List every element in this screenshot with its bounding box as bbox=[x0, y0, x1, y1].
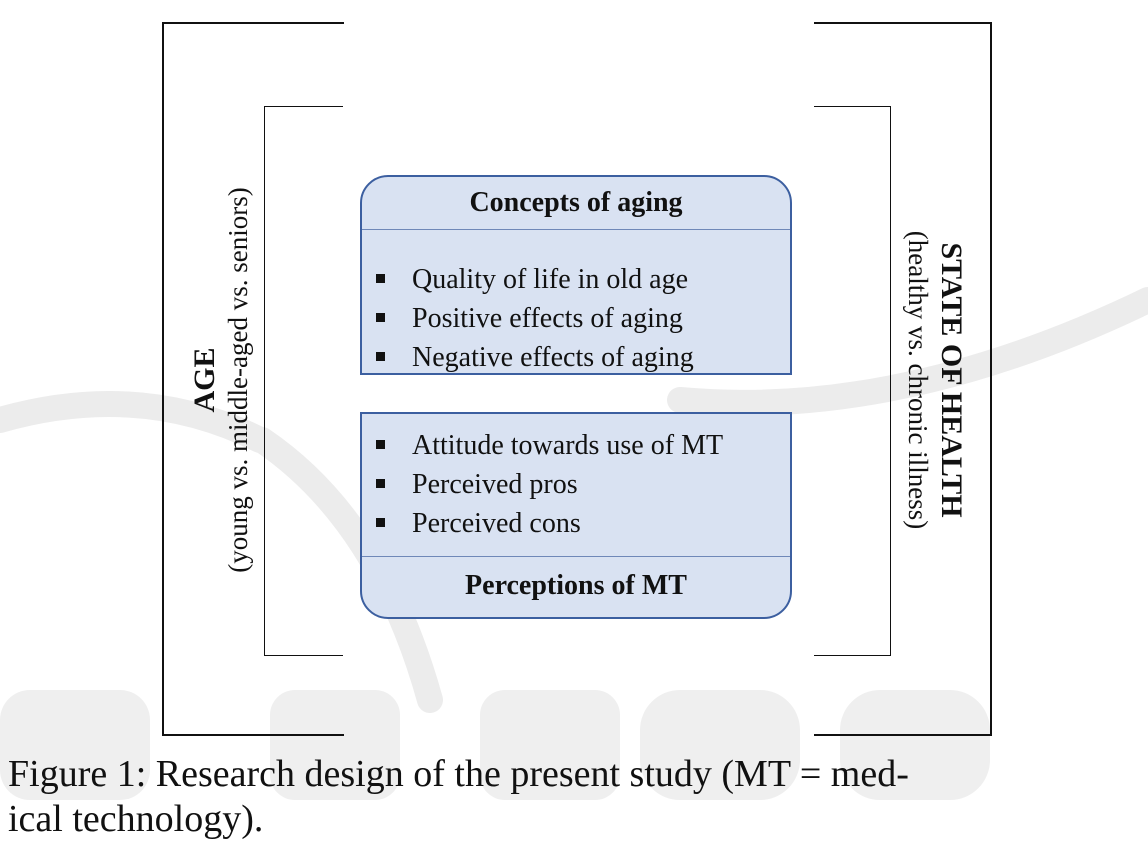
perceptions-item-list: Attitude towards use of MT Perceived pro… bbox=[362, 414, 790, 543]
perceptions-box-title: Perceptions of MT bbox=[362, 556, 790, 617]
list-item-text: Quality of life in old age bbox=[412, 264, 689, 295]
concepts-item-list: Quality of life in old age Positive effe… bbox=[362, 230, 790, 377]
health-title: STATE OF HEALTH bbox=[935, 242, 968, 518]
list-item-text: Attitude towards use of MT bbox=[412, 430, 724, 461]
outer-frame-right-bracket bbox=[814, 22, 992, 736]
square-bullet-icon bbox=[376, 313, 385, 323]
list-item: Perceived pros bbox=[376, 465, 790, 504]
list-item: Positive effects of aging bbox=[376, 299, 790, 338]
outer-frame-left-bracket bbox=[162, 22, 344, 736]
perceptions-of-mt-box: Attitude towards use of MT Perceived pro… bbox=[360, 412, 792, 619]
health-factor-label: STATE OF HEALTH (healthy vs. chronic ill… bbox=[902, 106, 968, 654]
health-subtitle: (healthy vs. chronic illness) bbox=[903, 230, 933, 530]
square-bullet-icon bbox=[376, 479, 385, 489]
inner-frame-left-bracket bbox=[264, 106, 343, 656]
list-item-text: Perceived pros bbox=[412, 469, 578, 500]
inner-frame-right-bracket bbox=[814, 106, 891, 656]
list-item-text: Perceived cons bbox=[412, 508, 581, 539]
list-item: Attitude towards use of MT bbox=[376, 426, 790, 465]
list-item: Negative effects of aging bbox=[376, 338, 790, 377]
list-item: Quality of life in old age bbox=[376, 260, 790, 299]
age-factor-label: AGE (young vs. middle-aged vs. seniors) bbox=[188, 106, 254, 654]
list-item: Perceived cons bbox=[376, 504, 790, 543]
square-bullet-icon bbox=[376, 274, 385, 284]
list-item-text: Positive effects of aging bbox=[412, 303, 683, 334]
caption-line-1: Figure 1: Research design of the present… bbox=[8, 753, 909, 795]
square-bullet-icon bbox=[376, 440, 385, 450]
caption-line-2: ical technology). bbox=[8, 798, 264, 840]
figure-caption: Figure 1: Research design of the present… bbox=[8, 752, 1144, 842]
concepts-box-title: Concepts of aging bbox=[362, 177, 790, 230]
concepts-of-aging-box: Concepts of aging Quality of life in old… bbox=[360, 175, 792, 375]
list-item-text: Negative effects of aging bbox=[412, 342, 694, 373]
age-title: AGE bbox=[188, 347, 221, 413]
square-bullet-icon bbox=[376, 352, 385, 362]
square-bullet-icon bbox=[376, 518, 385, 528]
age-subtitle: (young vs. middle-aged vs. seniors) bbox=[223, 187, 253, 573]
